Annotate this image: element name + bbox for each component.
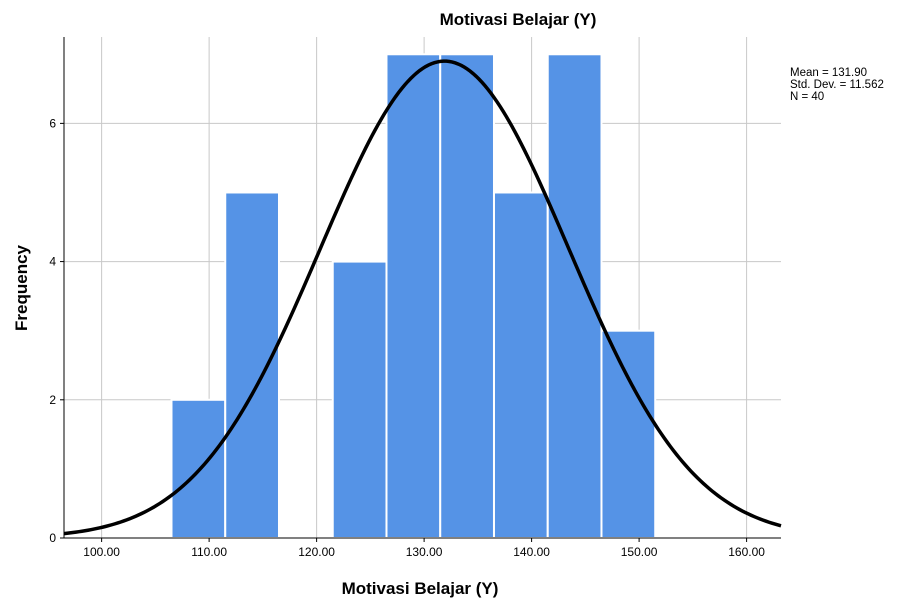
normal-curve xyxy=(63,59,782,536)
histogram-bar xyxy=(385,53,442,540)
y-tick-label: 6 xyxy=(49,116,56,130)
y-tick-label: 0 xyxy=(49,531,56,545)
y-tick-labels: 0 2 4 6 xyxy=(49,116,56,545)
histogram-bar xyxy=(439,53,495,540)
x-axis-label: Motivasi Belajar (Y) xyxy=(342,579,499,598)
stats-mean: Mean = 131.90 xyxy=(790,67,867,79)
bars xyxy=(170,53,657,540)
x-tick-label: 140.00 xyxy=(513,545,550,559)
x-tick-label: 160.00 xyxy=(728,545,765,559)
stats-std-dev: Std. Dev. = 11.562 xyxy=(790,79,884,91)
y-tick-label: 2 xyxy=(49,393,56,407)
histogram-bar xyxy=(546,53,603,540)
histogram-bar xyxy=(600,329,657,540)
axes xyxy=(60,37,781,542)
y-tick-label: 4 xyxy=(49,255,56,269)
x-tick-label: 110.00 xyxy=(191,545,227,559)
histogram-bar xyxy=(224,191,280,539)
x-tick-label: 100.00 xyxy=(83,545,120,559)
x-tick-label: 150.00 xyxy=(621,545,658,559)
stats-n: N = 40 xyxy=(790,91,824,103)
x-tick-label: 120.00 xyxy=(298,545,335,559)
chart-title: Motivasi Belajar (Y) xyxy=(440,10,597,29)
histogram-bar xyxy=(492,191,549,539)
y-axis-label: Frequency xyxy=(12,244,31,331)
x-tick-label: 130.00 xyxy=(406,545,443,559)
stats-box: Mean = 131.90 Std. Dev. = 11.562 N = 40 xyxy=(790,67,884,103)
x-tick-labels: 100.00 110.00 120.00 130.00 140.00 150.00 160.… xyxy=(83,545,765,559)
histogram-bar xyxy=(331,260,388,539)
